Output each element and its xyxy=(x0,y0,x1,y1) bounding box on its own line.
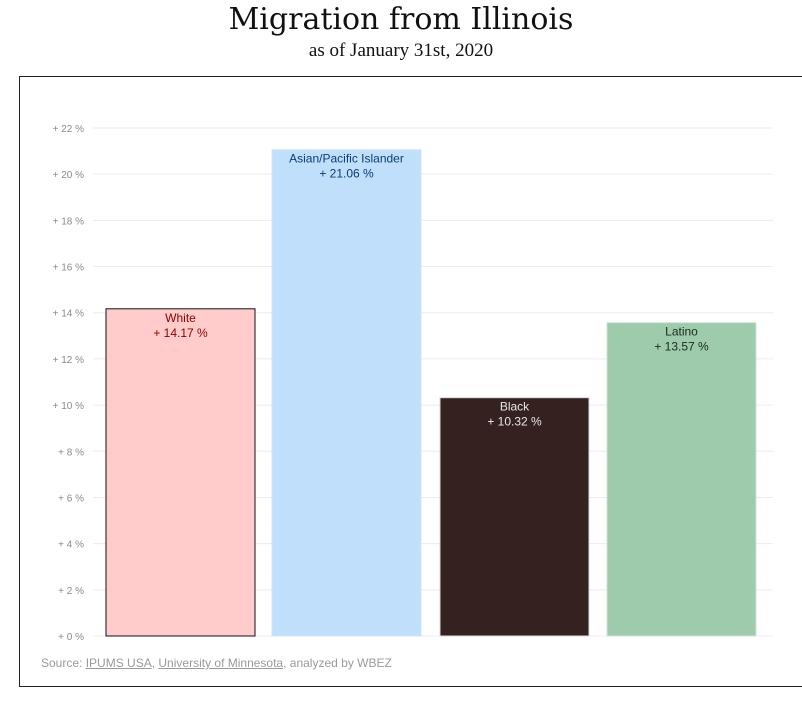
y-tick-label: + 2 % xyxy=(58,586,84,597)
source-note: Source: IPUMS USA, University of Minneso… xyxy=(41,656,392,670)
y-tick-label: + 14 % xyxy=(53,309,85,320)
category-label: White xyxy=(165,311,196,325)
y-tick-label: + 20 % xyxy=(53,170,85,181)
y-tick-label: + 10 % xyxy=(53,401,85,412)
y-tick-label: + 18 % xyxy=(53,216,85,227)
data-label: + 21.06 % xyxy=(319,167,374,181)
chart-frame xyxy=(19,76,802,687)
bar xyxy=(439,397,590,637)
y-tick-label: + 6 % xyxy=(58,493,84,504)
y-tick-label: + 22 % xyxy=(53,124,85,135)
chart-title: Migration from Illinois xyxy=(228,2,574,37)
y-tick-label: + 12 % xyxy=(53,355,85,366)
source-suffix: , analyzed by WBEZ xyxy=(283,656,392,670)
category-label: Black xyxy=(500,400,530,414)
data-label: + 13.57 % xyxy=(654,340,709,354)
source-link-umn[interactable]: University of Minnesota xyxy=(158,656,284,670)
y-tick-label: + 16 % xyxy=(53,263,85,274)
y-tick-label: + 8 % xyxy=(58,447,84,458)
y-tick-label: + 0 % xyxy=(58,632,84,643)
source-link-ipums[interactable]: IPUMS USA xyxy=(85,656,152,670)
y-tick-label: + 4 % xyxy=(58,540,84,551)
bar xyxy=(606,322,757,637)
source-prefix: Source: xyxy=(41,656,86,670)
data-label: + 14.17 % xyxy=(153,326,208,340)
data-label: + 10.32 % xyxy=(487,415,542,429)
category-label: Latino xyxy=(665,325,698,339)
bar xyxy=(271,149,422,637)
category-label: Asian/Pacific Islander xyxy=(289,152,404,166)
source-separator: , xyxy=(151,656,159,670)
bar xyxy=(105,308,256,637)
chart-subtitle: as of January 31st, 2020 xyxy=(308,40,494,61)
